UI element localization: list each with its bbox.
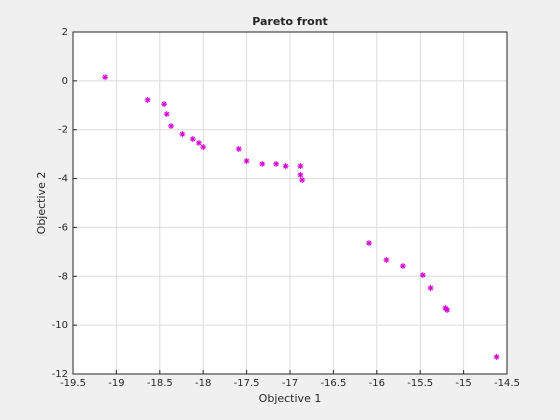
x-tick-label: -19 [108, 378, 124, 389]
y-tick-label: -12 [52, 369, 68, 380]
y-tick-label: -2 [58, 125, 68, 136]
point [200, 144, 207, 151]
x-tick-label: -17 [282, 378, 298, 389]
point [399, 263, 406, 270]
markers [102, 74, 500, 360]
point [427, 285, 434, 292]
point [189, 135, 196, 142]
x-tick-label: -15.5 [407, 378, 433, 389]
point [493, 353, 500, 360]
y-axis-label: Objective 2 [35, 172, 48, 235]
point [195, 139, 202, 146]
x-tick-label: -15 [455, 378, 471, 389]
point [179, 131, 186, 138]
y-tick-label: -4 [58, 174, 68, 185]
point [243, 157, 250, 164]
x-tick-label: -16.5 [320, 378, 346, 389]
y-tick-label: -10 [52, 320, 68, 331]
point [444, 306, 451, 313]
point [273, 160, 280, 167]
point [365, 240, 372, 247]
y-tick-label: -8 [58, 271, 68, 282]
chart-title: Pareto front [252, 15, 328, 28]
y-tick-label: -6 [58, 222, 68, 233]
point [259, 160, 266, 167]
point [161, 101, 168, 108]
point [419, 272, 426, 279]
point [168, 123, 175, 130]
point [144, 96, 151, 103]
point [299, 177, 306, 184]
point [102, 74, 109, 81]
x-tick-label: -16 [369, 378, 385, 389]
x-tick-label: -17.5 [234, 378, 260, 389]
x-tick-label: -19.5 [60, 378, 86, 389]
point [235, 146, 242, 153]
x-tick-label: -14.5 [494, 378, 520, 389]
point [297, 171, 304, 178]
point [383, 256, 390, 263]
x-tick-label: -18.5 [147, 378, 173, 389]
y-tick-label: 0 [62, 76, 68, 87]
point [163, 111, 170, 118]
point [297, 163, 304, 170]
point [282, 163, 289, 170]
x-axis-label: Objective 1 [259, 392, 322, 405]
x-tick-label: -18 [195, 378, 211, 389]
y-tick-label: 2 [62, 27, 68, 38]
